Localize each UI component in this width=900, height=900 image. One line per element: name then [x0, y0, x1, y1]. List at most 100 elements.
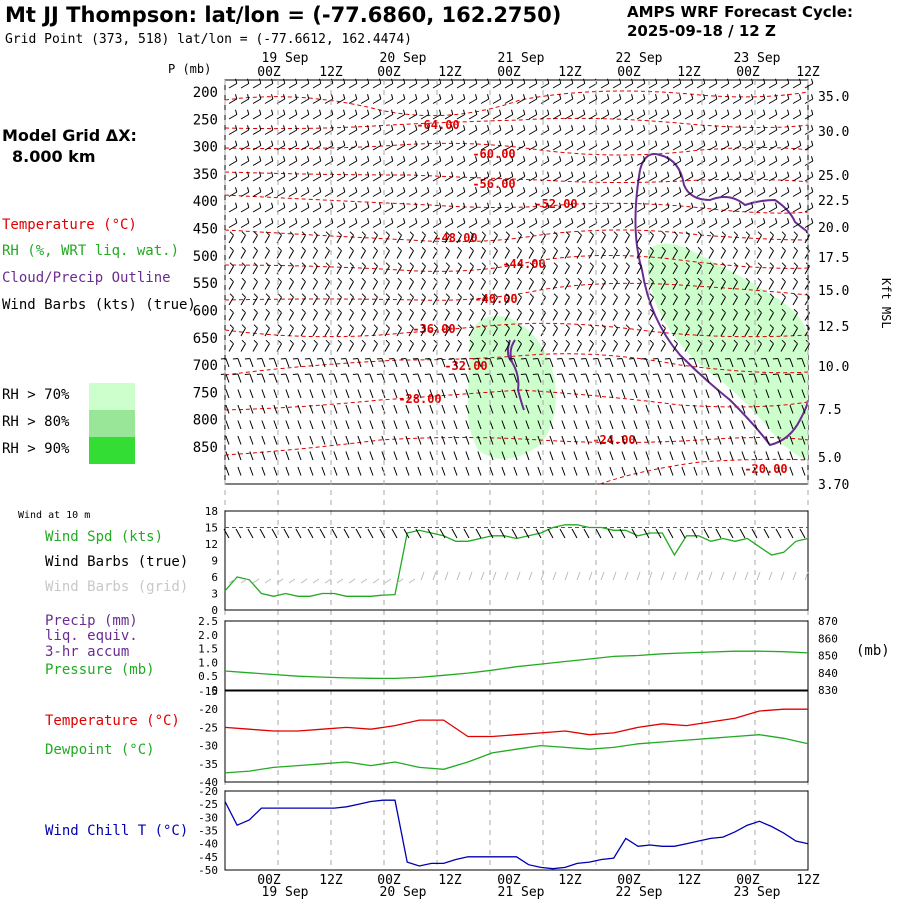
wind-barb: [804, 327, 810, 337]
wind-barb: [372, 250, 378, 259]
wind-barb: [684, 222, 694, 228]
wind-barb-flag: [379, 78, 382, 84]
wind-barb-flag: [511, 109, 514, 115]
surface-barb-true: [499, 528, 506, 539]
wind-barb: [480, 207, 490, 213]
wind-barb: [516, 343, 522, 352]
wind-barb: [612, 129, 622, 135]
wind-barb-flag: [391, 187, 394, 193]
wind-barb: [324, 114, 334, 120]
wind-barb-flag: [655, 125, 658, 131]
wind-barb: [804, 83, 814, 89]
wind-barb: [801, 435, 806, 445]
wind-barb: [288, 250, 294, 259]
wind-barb: [408, 281, 414, 290]
wind-barb-flag: [292, 373, 298, 375]
wind-barb: [633, 389, 638, 399]
wind-barb: [348, 312, 354, 321]
wind-barb: [288, 83, 298, 89]
legend-cloud-outline: Cloud/Precip Outline: [2, 270, 171, 286]
wind-barb-flag: [289, 308, 294, 314]
wind-barb: [672, 343, 678, 352]
wind-barb: [669, 373, 674, 383]
wind-barb: [804, 234, 810, 244]
wind-barb-flag: [259, 202, 262, 208]
wind-barb: [552, 234, 558, 244]
wind-barb: [441, 420, 446, 430]
wind-barb-flag: [595, 125, 598, 131]
wind-barb: [420, 114, 430, 120]
wind-barb: [720, 296, 726, 306]
wind-barb-flag: [511, 140, 514, 146]
wind-barb-flag: [439, 78, 442, 84]
height-tick-label: 20.0: [818, 221, 849, 236]
wind-barb-flag: [673, 277, 678, 283]
wind-barb: [801, 451, 806, 461]
wind-barb-flag: [535, 202, 538, 208]
wind-barb-flag: [544, 373, 550, 375]
wind-barb: [612, 222, 622, 228]
wind-barb-flag: [268, 373, 274, 375]
wind-barb: [585, 404, 590, 414]
legend-rh80: RH > 80%: [2, 414, 70, 430]
wind-barb: [408, 129, 418, 135]
wind-barb: [792, 281, 798, 290]
wind-barb-flag: [307, 94, 310, 100]
wind-barb: [420, 222, 430, 228]
wind-barb-flag: [235, 202, 238, 208]
wind-barb-flag: [265, 246, 270, 252]
wind-barb: [321, 404, 326, 414]
wind-barb-flag: [331, 125, 334, 131]
wind-barb: [681, 389, 686, 399]
wind-barb-flag: [232, 373, 238, 375]
wind-barb: [756, 114, 766, 120]
wind-barb: [792, 312, 798, 321]
wind-barb-flag: [667, 187, 670, 193]
temperature-contour-label: -28.00: [398, 392, 441, 406]
wind-barb: [429, 420, 434, 430]
wind-barb-flag: [577, 277, 582, 283]
wind-barb: [501, 451, 506, 461]
wind-barb-flag: [229, 246, 234, 252]
wind-barb: [672, 296, 678, 306]
wind-barb: [744, 114, 754, 120]
wind-barb: [312, 296, 318, 306]
wind-barb-flag: [592, 358, 598, 360]
wind-barb: [537, 466, 542, 476]
wind-barb: [648, 83, 658, 89]
wind-barb-flag: [277, 277, 282, 283]
wind-barb-flag: [715, 218, 718, 224]
wind-barb-flag: [607, 202, 610, 208]
wind-barb-flag: [799, 187, 802, 193]
wind-barb-flag: [277, 231, 282, 236]
wind-barb: [441, 389, 446, 399]
wind-barb-flag: [304, 373, 310, 375]
wind-barb: [744, 176, 754, 182]
wind-barb: [372, 176, 382, 182]
wind-barb: [360, 114, 370, 120]
wind-barb: [252, 281, 258, 290]
wind-barb: [468, 312, 474, 321]
wind-barb: [792, 222, 802, 228]
wind-barb-flag: [529, 308, 534, 314]
wind-barb: [228, 176, 238, 182]
wind-barb: [300, 312, 306, 321]
surface-barb-grid: [780, 571, 785, 581]
wind-barb: [681, 466, 686, 476]
wind-barb: [801, 404, 806, 414]
wind-barb-flag: [688, 373, 694, 375]
wind-barb-flag: [283, 94, 286, 100]
wind-barb: [237, 373, 242, 383]
wind-barb: [696, 160, 706, 166]
wind-barb: [252, 160, 262, 166]
time-tick-label-top: 00Z: [617, 65, 641, 80]
rh90-swatch: [89, 437, 135, 464]
wind-barb: [681, 358, 686, 368]
wind-barb-flag: [247, 140, 250, 146]
wind-barb-flag: [535, 171, 538, 177]
wind-barb: [477, 389, 482, 399]
pressure-axis-title: P (mb): [168, 62, 211, 76]
wind-barb: [732, 129, 742, 135]
wind-barb: [756, 234, 762, 244]
wind-barb: [264, 222, 274, 228]
